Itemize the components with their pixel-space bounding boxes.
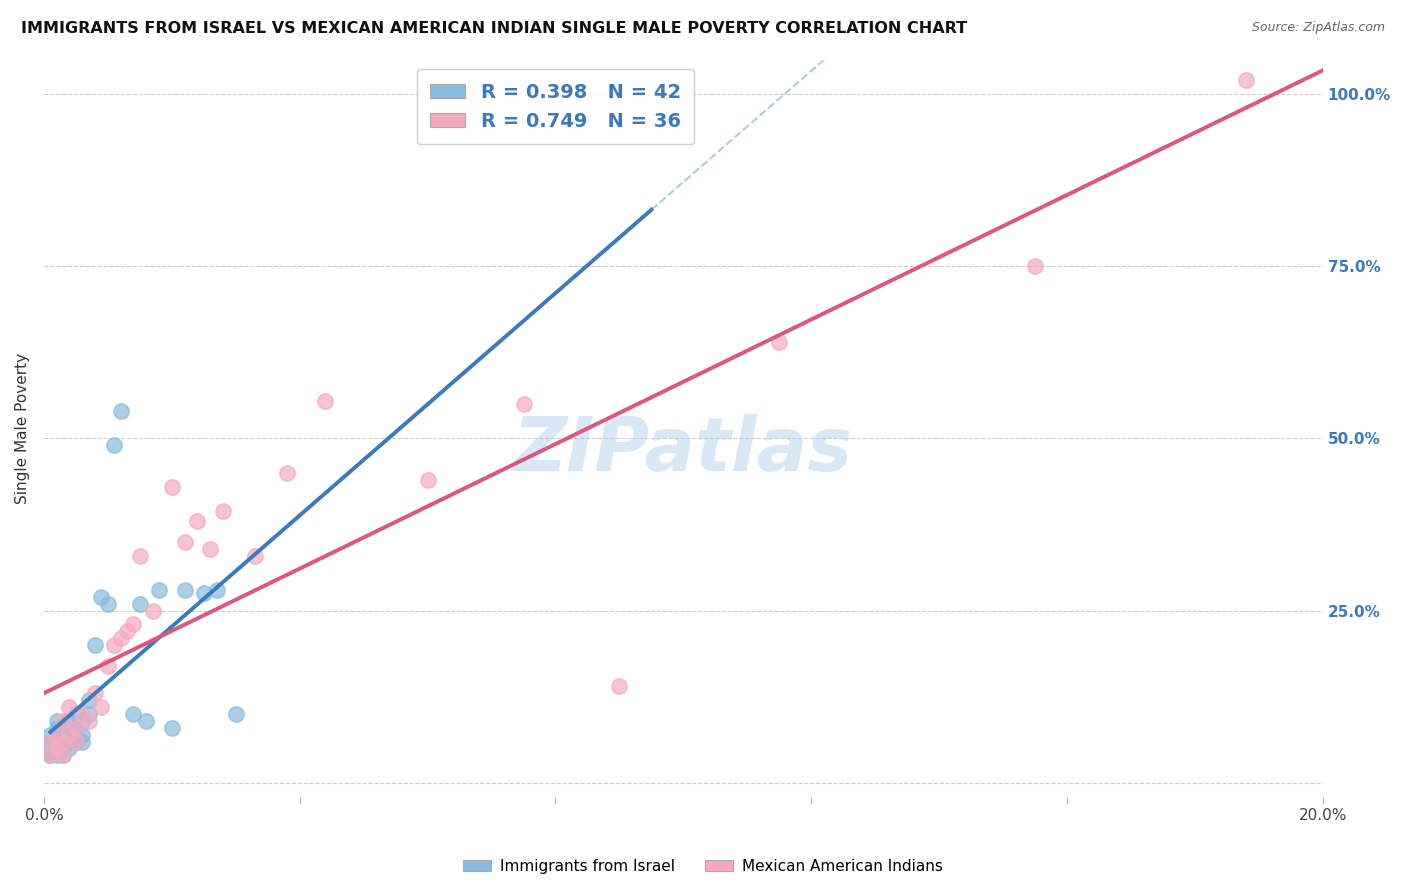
Point [39, 748, 62, 763]
Text: IMMIGRANTS FROM ISRAEL VS MEXICAN AMERICAN INDIAN SINGLE MALE POVERTY CORRELATIO: IMMIGRANTS FROM ISRAEL VS MEXICAN AMERIC… [21, 21, 967, 36]
Point [58, 728, 80, 742]
Point [45, 734, 67, 748]
Point [198, 541, 221, 556]
Point [97, 658, 120, 673]
Point [135, 714, 157, 728]
Point [45, 721, 67, 735]
Text: ZIPatlas: ZIPatlas [513, 414, 853, 487]
Point [110, 632, 132, 646]
Point [52, 748, 75, 763]
Point [243, 549, 266, 563]
Point [45, 741, 67, 756]
Point [160, 480, 183, 494]
Text: Source: ZipAtlas.com: Source: ZipAtlas.com [1251, 21, 1385, 34]
Legend: Immigrants from Israel, Mexican American Indians: Immigrants from Israel, Mexican American… [457, 853, 949, 880]
Point [1234, 73, 1257, 87]
Point [52, 734, 75, 748]
Point [58, 714, 80, 728]
Point [58, 741, 80, 756]
Point [142, 604, 165, 618]
Point [72, 728, 94, 742]
Legend: R = 0.398   N = 42, R = 0.749   N = 36: R = 0.398 N = 42, R = 0.749 N = 36 [416, 70, 695, 145]
Point [72, 714, 94, 728]
Point [65, 721, 87, 735]
Point [72, 734, 94, 748]
Point [103, 438, 125, 452]
Point [45, 728, 67, 742]
Point [205, 582, 228, 597]
Point [193, 586, 215, 600]
Point [65, 706, 87, 721]
Point [212, 504, 235, 518]
Point [225, 706, 247, 721]
Point [65, 734, 87, 748]
Point [52, 748, 75, 763]
Point [173, 534, 195, 549]
Point [52, 714, 75, 728]
Point [148, 582, 170, 597]
Point [45, 741, 67, 756]
Point [103, 638, 125, 652]
Point [39, 748, 62, 763]
Point [58, 721, 80, 735]
Point [77, 693, 100, 707]
Point [58, 700, 80, 714]
Point [186, 514, 208, 528]
Point [77, 706, 100, 721]
Point [122, 706, 145, 721]
Point [45, 748, 67, 763]
Point [58, 728, 80, 742]
Point [77, 714, 100, 728]
Point [416, 473, 439, 487]
Point [314, 393, 336, 408]
Point [768, 334, 790, 349]
Point [90, 590, 112, 604]
Point [39, 741, 62, 756]
Point [84, 686, 107, 700]
Point [39, 734, 62, 748]
Point [72, 706, 94, 721]
Point [45, 714, 67, 728]
Point [39, 728, 62, 742]
Point [45, 728, 67, 742]
Point [65, 734, 87, 748]
Point [609, 680, 631, 694]
Point [115, 624, 138, 639]
Point [52, 741, 75, 756]
Point [512, 397, 534, 411]
Point [160, 721, 183, 735]
Point [97, 597, 120, 611]
Point [173, 582, 195, 597]
Point [39, 734, 62, 748]
Y-axis label: Single Male Poverty: Single Male Poverty [15, 352, 30, 504]
Point [65, 721, 87, 735]
Point [52, 734, 75, 748]
Point [90, 700, 112, 714]
Point [128, 597, 150, 611]
Point [276, 466, 298, 480]
Point [1024, 259, 1046, 273]
Point [122, 617, 145, 632]
Point [110, 404, 132, 418]
Point [52, 721, 75, 735]
Point [128, 549, 150, 563]
Point [52, 728, 75, 742]
Point [39, 745, 62, 759]
Point [84, 638, 107, 652]
